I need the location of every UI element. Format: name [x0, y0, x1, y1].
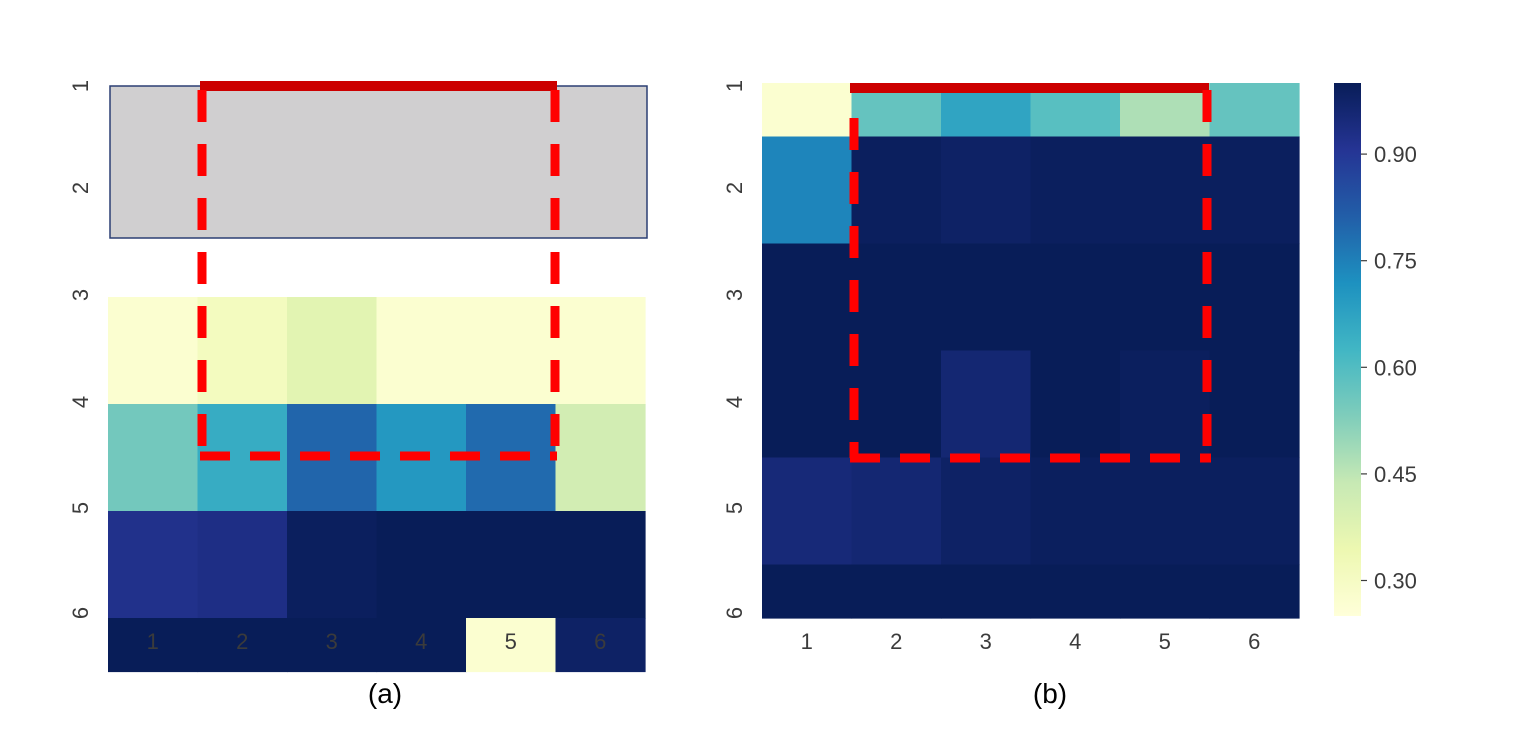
x-tick-label: 3: [326, 629, 338, 654]
heatmap-cell: [941, 136, 1032, 245]
y-ticks-b: 1 2 3 4 5 6: [722, 80, 747, 619]
heatmap-cell: [287, 297, 378, 405]
heatmap-cell: [1120, 243, 1211, 352]
heatmap-cell: [466, 297, 557, 405]
heatmap-cell: [851, 136, 942, 245]
heatmap-cell: [851, 564, 942, 619]
y-tick-label: 2: [68, 182, 93, 194]
heatmap-cell: [287, 618, 378, 673]
caption-a: (a): [368, 678, 402, 709]
caption-b: (b): [1033, 678, 1067, 709]
heatmap-cell: [1209, 83, 1300, 138]
x-tick-label: 1: [801, 629, 813, 654]
heatmap-cell: [555, 618, 646, 673]
heatmap-cell: [197, 511, 288, 619]
highlight-box-a: [197, 81, 560, 461]
heatmap-cell: [555, 404, 646, 512]
highlight-box-b: [849, 83, 1212, 463]
heatmap-cell: [941, 243, 1032, 352]
colorbar-tick-label: 0.75: [1374, 249, 1417, 274]
x-tick-label: 3: [980, 629, 992, 654]
y-tick-label: 6: [68, 607, 93, 619]
heatmap-cell: [851, 457, 942, 566]
x-tick-label: 5: [505, 629, 517, 654]
heatmap-cell: [376, 618, 467, 673]
y-tick-label: 1: [722, 80, 747, 92]
heatmap-cell: [1209, 243, 1300, 352]
colorbar-tick-label: 0.90: [1374, 142, 1417, 167]
heatmap-cell: [1030, 136, 1121, 245]
heatmap-b: 1 2 3 4 5 6 1 2 3 4 5 6 (b): [722, 80, 1300, 709]
colorbar-tick-label: 0.60: [1374, 355, 1417, 380]
heatmap-cell: [762, 350, 853, 459]
y-tick-label: 3: [68, 289, 93, 301]
heatmap-cell: [1209, 457, 1300, 566]
heatmap-cell: [762, 136, 853, 245]
heatmap-cell: [287, 511, 378, 619]
colorbar-gradient: [1334, 83, 1361, 616]
colorbar-ticks: 0.30 0.45 0.60 0.75 0.90: [1361, 142, 1417, 594]
heatmap-cell: [762, 457, 853, 566]
heatmap-cell: [197, 297, 288, 405]
heatmap-cell: [851, 243, 942, 352]
x-tick-label: 4: [1069, 629, 1081, 654]
heatmap-cell: [1120, 136, 1211, 245]
heatmap-cell: [1030, 457, 1121, 566]
heatmap-cell: [851, 350, 942, 459]
heatmap-cell: [1209, 350, 1300, 459]
heatmap-cell: [108, 297, 199, 405]
x-tick-label: 6: [594, 629, 606, 654]
x-ticks-a: 1 2 3 4 5 6: [147, 629, 607, 654]
x-tick-label: 6: [1248, 629, 1260, 654]
heatmap-cell: [941, 350, 1032, 459]
y-tick-label: 5: [68, 502, 93, 514]
colorbar-tick-label: 0.45: [1374, 462, 1417, 487]
y-tick-label: 6: [722, 607, 747, 619]
x-tick-label: 2: [236, 629, 248, 654]
heatmap-cell: [376, 511, 467, 619]
heatmap-cell: [197, 618, 288, 673]
heatmap-cell: [466, 511, 557, 619]
heatmap-cell: [1030, 243, 1121, 352]
y-ticks-a: 1 2 3 4 5 6: [68, 80, 93, 619]
heatmap-cell: [1030, 564, 1121, 619]
heatmap-cell: [1030, 350, 1121, 459]
heatmap-cell: [108, 511, 199, 619]
heatmap-cell: [762, 243, 853, 352]
heatmap-cell: [1209, 564, 1300, 619]
y-tick-label: 2: [722, 182, 747, 194]
heatmap-cell: [762, 83, 853, 138]
heatmap-cell: [108, 618, 199, 673]
y-tick-label: 1: [68, 80, 93, 92]
heatmap-cell: [1120, 457, 1211, 566]
x-ticks-b: 1 2 3 4 5 6: [801, 629, 1261, 654]
heatmap-cell: [1209, 136, 1300, 245]
heatmap-cell: [466, 618, 557, 673]
heatmap-cell: [941, 457, 1032, 566]
x-tick-label: 5: [1159, 629, 1171, 654]
heatmap-cell: [376, 297, 467, 405]
y-tick-label: 3: [722, 289, 747, 301]
colorbar-tick-label: 0.30: [1374, 569, 1417, 594]
heatmap-cell: [555, 297, 646, 405]
heatmap-a: 1 2 3 4 5 6 1 2 3 4 5 6 (a): [68, 80, 648, 709]
y-tick-label: 4: [722, 396, 747, 408]
heatmap-cell: [555, 511, 646, 619]
heatmap-cell: [1120, 564, 1211, 619]
heatmap-cell: [762, 564, 853, 619]
cells-b: [762, 83, 1300, 619]
cells-a: [108, 297, 646, 673]
x-tick-label: 2: [890, 629, 902, 654]
x-tick-label: 1: [147, 629, 159, 654]
heatmap-cell: [108, 404, 199, 512]
colorbar: 0.30 0.45 0.60 0.75 0.90: [1334, 83, 1417, 616]
y-tick-label: 4: [68, 396, 93, 408]
y-tick-label: 5: [722, 502, 747, 514]
heatmap-cell: [1120, 350, 1211, 459]
heatmap-cell: [941, 564, 1032, 619]
x-tick-label: 4: [415, 629, 427, 654]
masked-region: [109, 85, 648, 239]
